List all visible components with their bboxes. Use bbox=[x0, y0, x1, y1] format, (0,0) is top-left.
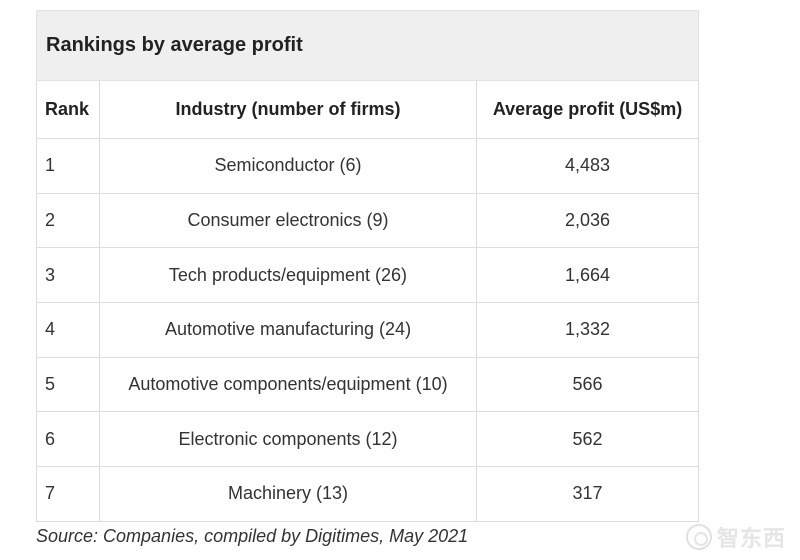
table-row: 2 Consumer electronics (9) 2,036 bbox=[36, 192, 700, 249]
industry-cell: Semiconductor (6) bbox=[99, 138, 477, 194]
header-row: Rank Industry (number of firms) Average … bbox=[36, 80, 700, 139]
table-row: 5 Automotive components/equipment (10) 5… bbox=[36, 356, 700, 413]
table-title: Rankings by average profit bbox=[35, 10, 700, 81]
rank-cell: 3 bbox=[36, 247, 100, 304]
profit-cell: 562 bbox=[475, 411, 700, 468]
profit-cell: 4,483 bbox=[475, 138, 700, 194]
profit-cell: 1,664 bbox=[475, 247, 700, 304]
profit-header: Average profit (US$m) bbox=[475, 80, 700, 139]
rank-cell: 4 bbox=[36, 302, 100, 358]
table-row: 1 Semiconductor (6) 4,483 bbox=[36, 138, 700, 194]
table-row: 4 Automotive manufacturing (24) 1,332 bbox=[36, 302, 700, 358]
rankings-table: Rankings by average profit Rank Industry… bbox=[35, 10, 700, 522]
rankings-table-container: Rankings by average profit Rank Industry… bbox=[35, 10, 700, 522]
industry-cell: Tech products/equipment (26) bbox=[99, 247, 477, 304]
profit-cell: 2,036 bbox=[475, 192, 700, 249]
profit-cell: 1,332 bbox=[475, 302, 700, 358]
table-row: 6 Electronic components (12) 562 bbox=[36, 411, 700, 468]
rank-cell: 2 bbox=[36, 192, 100, 249]
table-row: 7 Machinery (13) 317 bbox=[36, 466, 700, 522]
industry-header: Industry (number of firms) bbox=[99, 80, 477, 139]
profit-cell: 317 bbox=[475, 466, 700, 522]
industry-cell: Automotive manufacturing (24) bbox=[99, 302, 477, 358]
table-row: 3 Tech products/equipment (26) 1,664 bbox=[36, 247, 700, 304]
watermark-text: 智东西 bbox=[717, 526, 787, 551]
rank-header: Rank bbox=[36, 80, 100, 139]
industry-cell: Electronic components (12) bbox=[99, 411, 477, 468]
watermark: 智东西 bbox=[686, 522, 786, 552]
industry-cell: Machinery (13) bbox=[99, 466, 477, 522]
rank-cell: 5 bbox=[36, 356, 100, 413]
source-caption: Source: Companies, compiled by Digitimes… bbox=[36, 526, 469, 546]
industry-cell: Consumer electronics (9) bbox=[99, 192, 477, 249]
rank-cell: 6 bbox=[36, 411, 100, 468]
rank-cell: 7 bbox=[36, 466, 100, 522]
rank-cell: 1 bbox=[36, 138, 100, 194]
industry-cell: Automotive components/equipment (10) bbox=[99, 356, 477, 413]
profit-cell: 566 bbox=[475, 356, 700, 413]
watermark-logo-icon bbox=[686, 524, 712, 550]
